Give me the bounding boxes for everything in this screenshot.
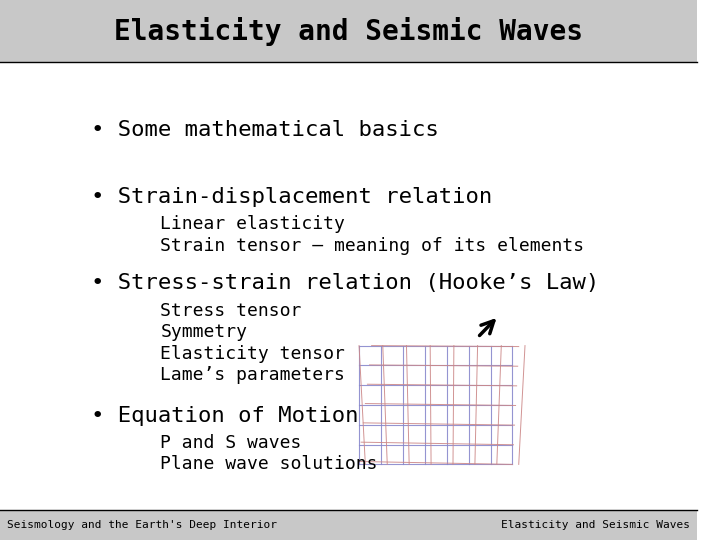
Text: • Strain-displacement relation: • Strain-displacement relation [91, 187, 492, 207]
Text: • Some mathematical basics: • Some mathematical basics [91, 119, 438, 140]
Text: Elasticity tensor: Elasticity tensor [161, 345, 345, 363]
Text: Lame’s parameters: Lame’s parameters [161, 366, 345, 384]
Text: Stress tensor: Stress tensor [161, 301, 302, 320]
Text: Elasticity and Seismic Waves: Elasticity and Seismic Waves [114, 17, 583, 45]
Text: • Equation of Motion: • Equation of Motion [91, 406, 358, 426]
Text: P and S waves: P and S waves [161, 434, 302, 452]
Text: Symmetry: Symmetry [161, 323, 248, 341]
FancyBboxPatch shape [0, 510, 697, 540]
Text: Linear elasticity: Linear elasticity [161, 215, 345, 233]
Text: Elasticity and Seismic Waves: Elasticity and Seismic Waves [501, 520, 690, 530]
Text: Seismology and the Earth's Deep Interior: Seismology and the Earth's Deep Interior [7, 520, 277, 530]
FancyBboxPatch shape [0, 0, 697, 62]
Text: • Stress-strain relation (Hooke’s Law): • Stress-strain relation (Hooke’s Law) [91, 273, 599, 294]
Text: Strain tensor – meaning of its elements: Strain tensor – meaning of its elements [161, 237, 585, 255]
Text: Plane wave solutions: Plane wave solutions [161, 455, 378, 474]
